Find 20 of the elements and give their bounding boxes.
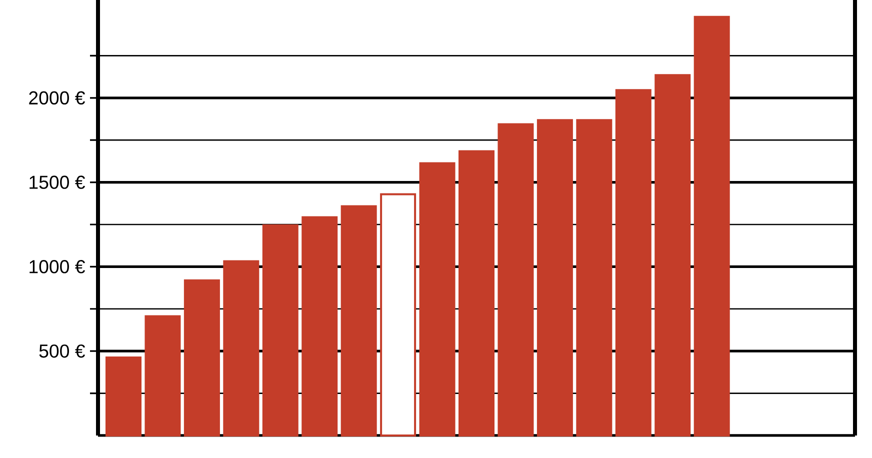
bar bbox=[536, 119, 573, 436]
bar bbox=[615, 89, 652, 436]
bar bbox=[380, 193, 416, 436]
y-tick-label: 1500 € bbox=[30, 176, 85, 189]
bar bbox=[184, 279, 220, 436]
bar bbox=[576, 119, 612, 436]
bar bbox=[694, 16, 730, 436]
bar bbox=[262, 224, 298, 436]
bar bbox=[106, 356, 142, 436]
y-tick-label: 1000 € bbox=[30, 260, 85, 274]
bar bbox=[144, 315, 181, 436]
y-tick-label: 2000 € bbox=[29, 91, 85, 105]
bar bbox=[458, 150, 494, 436]
bar bbox=[419, 162, 456, 436]
bar bbox=[340, 205, 377, 436]
bar bbox=[498, 123, 534, 436]
bar bbox=[302, 216, 338, 436]
bar bbox=[654, 74, 691, 436]
bar bbox=[223, 260, 260, 436]
y-tick-label: 500 € bbox=[39, 344, 86, 358]
